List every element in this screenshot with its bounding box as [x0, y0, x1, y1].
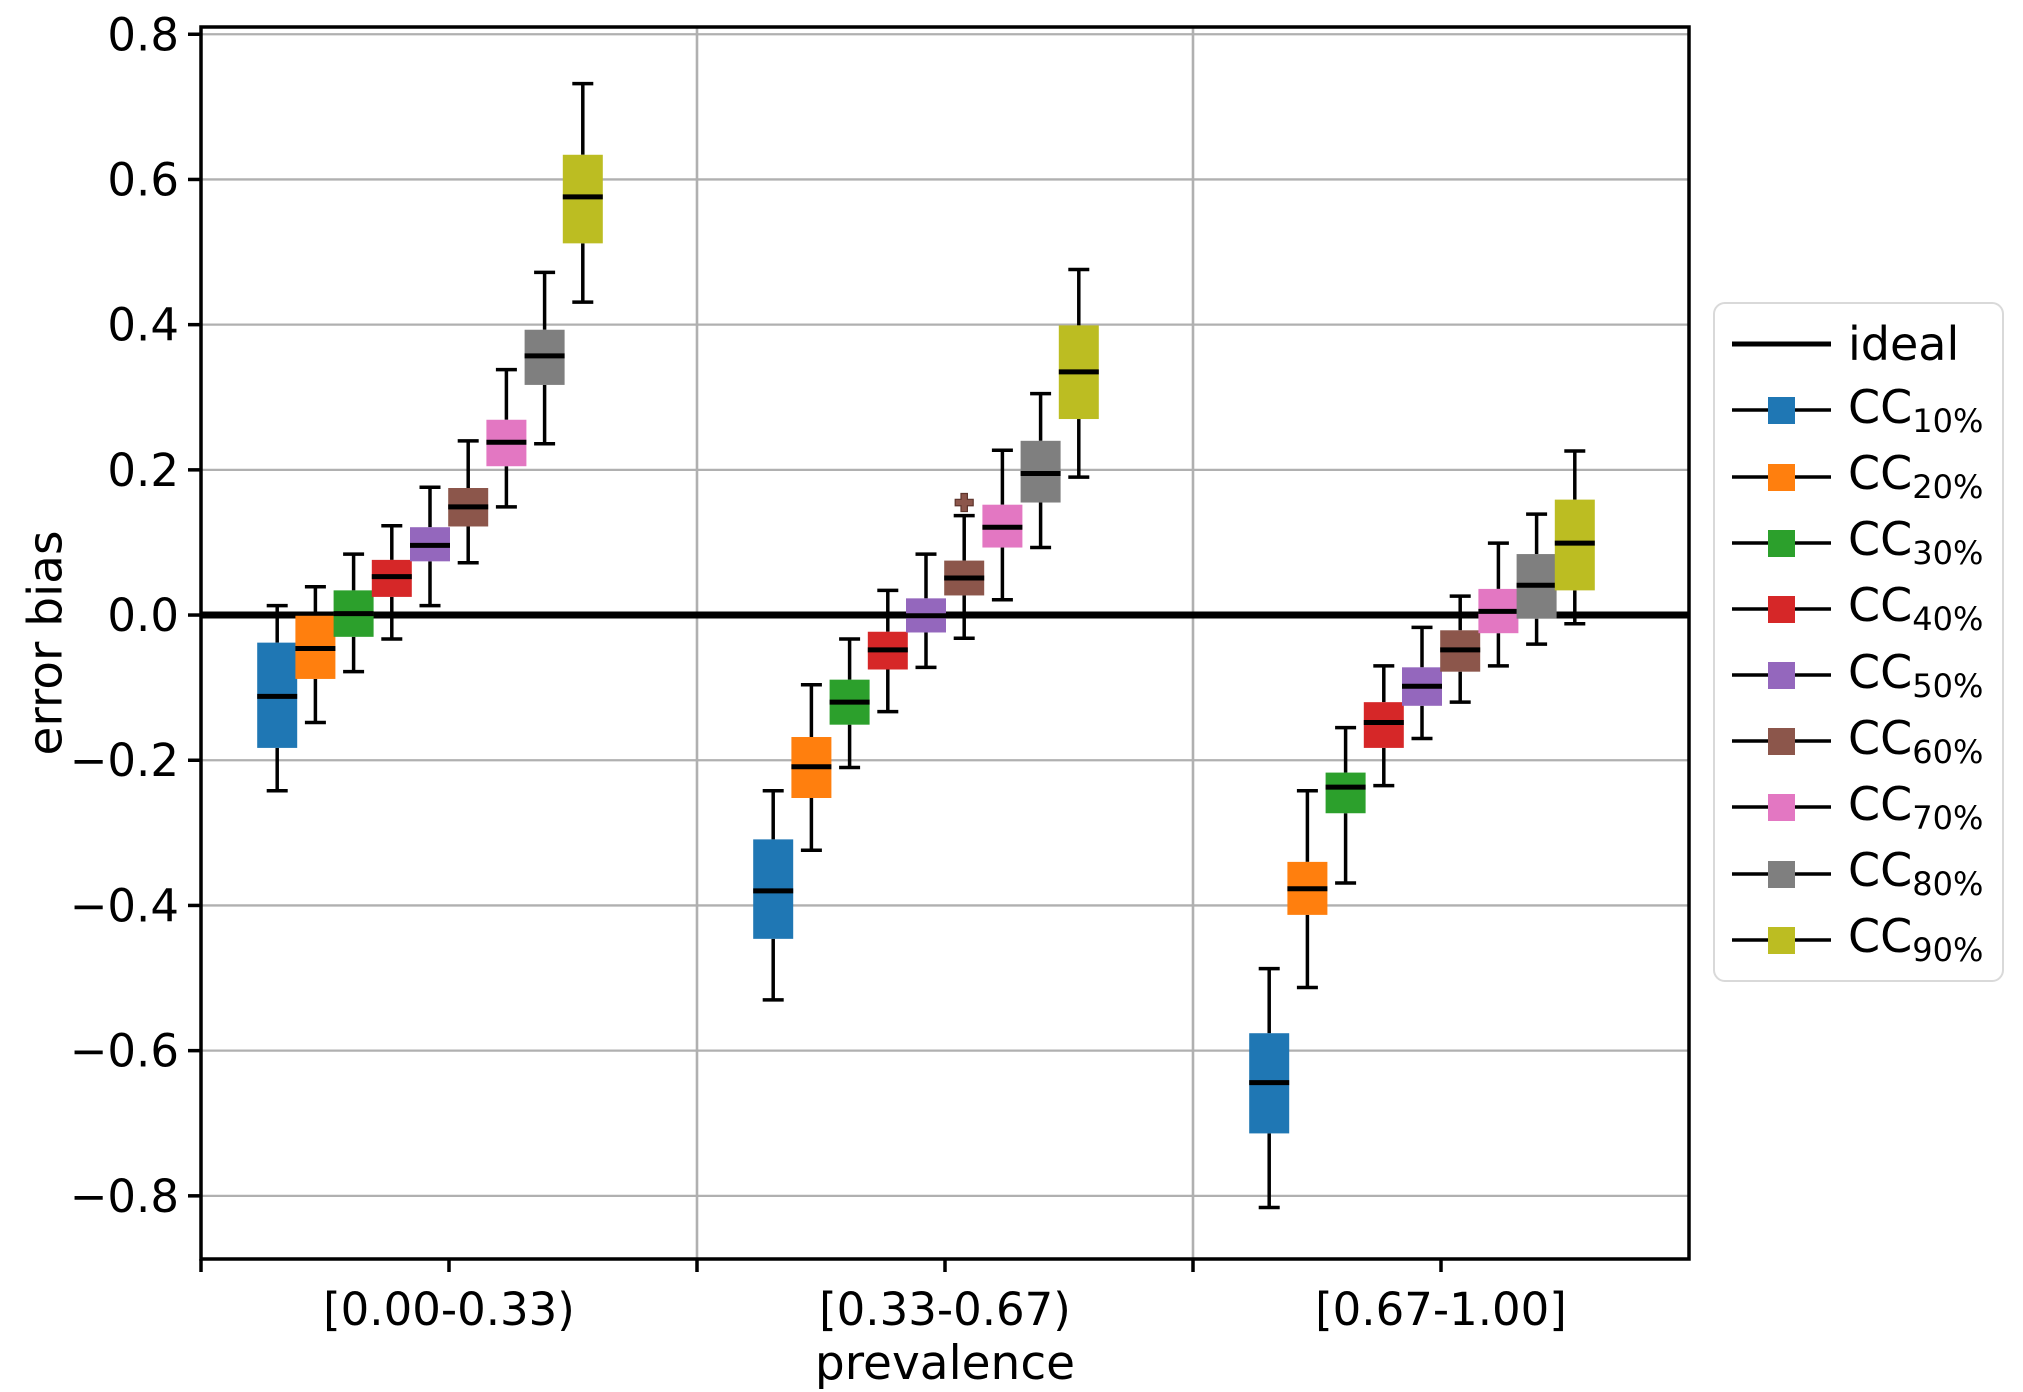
- legend-key-cc30: [1732, 529, 1831, 557]
- y-tick-label-−0.6: −0.6: [70, 1025, 179, 1078]
- box-cc50-group2: [906, 552, 946, 670]
- box-cc70-group1: [486, 367, 527, 509]
- legend-marker-square: [1768, 662, 1795, 690]
- legend-item-ideal: ideal: [1729, 312, 2002, 376]
- box-cc60-group3: [1440, 594, 1481, 704]
- box-cc20-group1: [295, 584, 336, 725]
- legend-marker-square: [1768, 926, 1795, 954]
- x-tick-label-group1: [0.00-0.33): [323, 1283, 575, 1336]
- box-cc90-group3: [1554, 449, 1595, 626]
- y-axis-label: error bias: [18, 530, 74, 756]
- outlier-cc60-group2: [954, 492, 974, 513]
- box-cc10-group3: [1249, 966, 1290, 1210]
- y-tick-label-0.0: 0.0: [107, 589, 179, 642]
- legend-label-cc20: CC20%: [1848, 446, 1984, 506]
- box-cc90-group1: [562, 81, 603, 304]
- box-cc10-group2: [753, 788, 794, 1002]
- legend-label-cc40: CC40%: [1848, 578, 1984, 639]
- y-tick-label-0.6: 0.6: [107, 153, 179, 206]
- box-cc10-group1: [257, 603, 298, 793]
- legend-marker-square: [1768, 529, 1795, 557]
- legend-marker-square: [1768, 463, 1795, 491]
- box-cc50-group3: [1402, 625, 1442, 741]
- legend-key-cc60: [1732, 728, 1831, 756]
- legend-key-cc90: [1732, 926, 1831, 954]
- box-cc30-group1: [333, 552, 374, 674]
- legend-label-cc80: CC80%: [1848, 843, 1984, 904]
- legend-key-cc40: [1732, 595, 1831, 623]
- legend-item-cc30: CC30%: [1729, 511, 2002, 575]
- legend-item-cc20: CC20%: [1729, 445, 2002, 509]
- box-cc60-group1: [448, 439, 489, 565]
- box-cc20-group2: [791, 682, 832, 853]
- legend-label-cc30: CC30%: [1848, 512, 1984, 573]
- y-tick-label-0.2: 0.2: [107, 444, 179, 497]
- legend-marker-square: [1768, 397, 1795, 425]
- y-tick-label-−0.2: −0.2: [70, 734, 179, 787]
- legend-key-cc80: [1732, 860, 1831, 888]
- box-rect: [1325, 772, 1366, 814]
- y-tick-label-−0.8: −0.8: [70, 1170, 179, 1223]
- legend-key-cc50: [1732, 662, 1831, 690]
- legend-label-cc50: CC50%: [1848, 644, 1984, 705]
- legend-key-cc70: [1732, 794, 1831, 822]
- legend-item-cc50: CC50%: [1729, 643, 2002, 707]
- x-tick-label-group3: [0.67-1.00]: [1315, 1283, 1567, 1336]
- box-cc20-group3: [1287, 788, 1328, 990]
- legend-label-cc60: CC60%: [1848, 710, 1984, 771]
- legend-label-cc10: CC10%: [1848, 379, 1984, 440]
- box-cc80-group3: [1516, 512, 1557, 646]
- box-cc80-group2: [1020, 391, 1061, 550]
- box-cc70-group3: [1478, 541, 1519, 668]
- legend-marker-square: [1768, 860, 1795, 888]
- legend-item-cc60: CC60%: [1729, 709, 2002, 773]
- box-cc30-group2: [829, 637, 870, 770]
- legend-key-ideal: [1732, 341, 1831, 347]
- legend-label-cc70: CC70%: [1848, 776, 1984, 837]
- box-cc80-group1: [524, 270, 565, 446]
- y-tick-label-0.8: 0.8: [107, 8, 179, 61]
- legend-marker-square: [1768, 595, 1795, 623]
- legend-item-cc70: CC70%: [1729, 775, 2002, 839]
- legend-item-cc10: CC10%: [1729, 378, 2002, 442]
- box-cc30-group3: [1325, 725, 1366, 885]
- legend-marker-square: [1768, 728, 1795, 756]
- y-tick-label-−0.4: −0.4: [70, 879, 179, 932]
- legend-marker-square: [1768, 794, 1795, 822]
- box-cc50-group1: [410, 485, 450, 608]
- legend-item-cc40: CC40%: [1729, 577, 2002, 641]
- box-rect: [1363, 702, 1404, 748]
- legend-label-cc90: CC90%: [1848, 909, 1984, 970]
- legend-key-cc10: [1732, 397, 1831, 425]
- legend-item-cc90: CC90%: [1729, 908, 2002, 972]
- y-tick-label-0.4: 0.4: [107, 299, 179, 352]
- x-axis-label: prevalence: [814, 1336, 1076, 1391]
- legend: ideal CC10% CC20% CC30% CC40% CC50% CC60% CC70%…: [1713, 302, 2004, 982]
- box-cc40-group3: [1363, 664, 1404, 788]
- box-cc70-group2: [982, 448, 1023, 602]
- box-cc40-group2: [867, 588, 908, 714]
- box-cc40-group1: [371, 524, 412, 641]
- legend-item-cc80: CC80%: [1729, 842, 2002, 906]
- box-cc60-group2: [944, 492, 985, 641]
- x-tick-label-group2: [0.33-0.67): [819, 1283, 1071, 1336]
- legend-key-cc20: [1732, 463, 1831, 491]
- box-cc90-group2: [1058, 267, 1099, 479]
- legend-label-ideal: ideal: [1848, 317, 1960, 372]
